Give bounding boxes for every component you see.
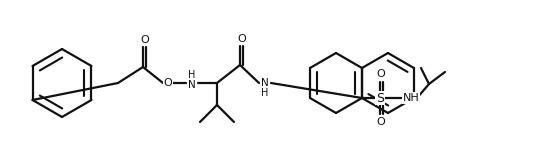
Text: S: S — [376, 92, 384, 105]
Text: O: O — [140, 35, 149, 45]
Text: O: O — [237, 34, 246, 44]
Text: H: H — [188, 70, 195, 80]
Text: O: O — [377, 117, 385, 127]
Text: N: N — [261, 78, 269, 88]
Text: N: N — [188, 80, 196, 90]
Text: O: O — [164, 78, 172, 88]
Text: H: H — [262, 88, 269, 98]
Text: NH: NH — [403, 93, 419, 103]
Text: O: O — [377, 69, 385, 79]
